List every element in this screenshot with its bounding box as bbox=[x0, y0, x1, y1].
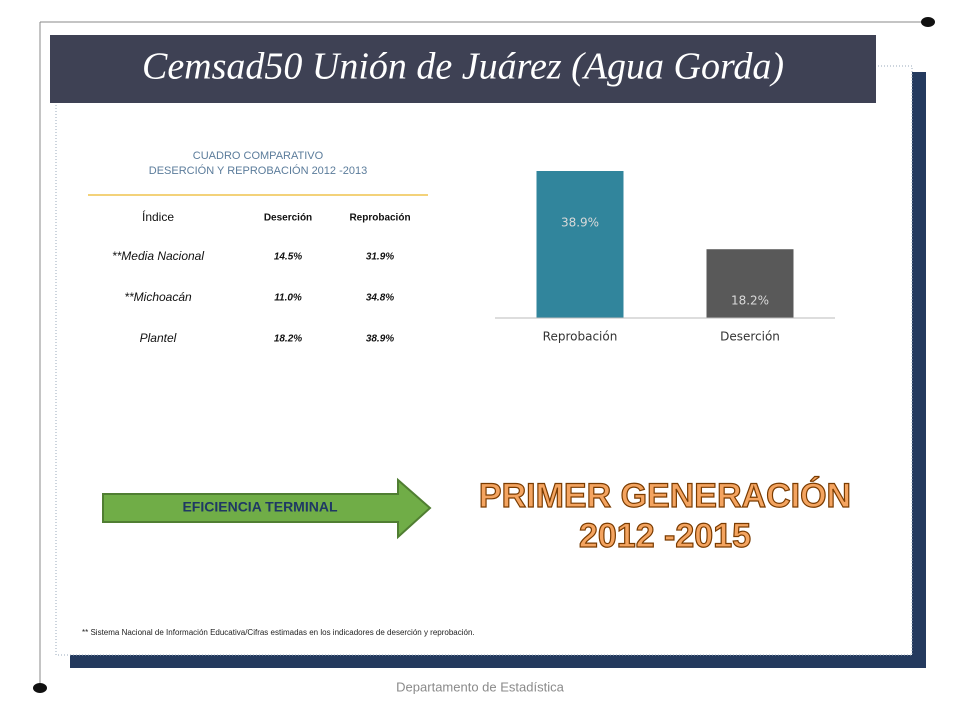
banner: PRIMER GENERACIÓN bbox=[479, 477, 851, 515]
value-label: 18.2% bbox=[731, 294, 769, 308]
table-header: Deserción bbox=[264, 213, 312, 224]
panel bbox=[55, 65, 913, 656]
frame-dot bbox=[33, 683, 47, 693]
table-header: Índice bbox=[142, 209, 174, 224]
table-cell: **Michoacán bbox=[124, 290, 192, 304]
title: Cemsad50 Unión de Juárez (Agua Gorda) bbox=[142, 46, 784, 88]
chart: 38.9% Reprobación 18.2% Deserción bbox=[495, 171, 835, 344]
arrow bbox=[102, 477, 432, 540]
table-cell: 34.8% bbox=[366, 293, 394, 304]
title-bar bbox=[50, 35, 876, 103]
frame-dot bbox=[921, 17, 935, 27]
footnote: ** Sistema Nacional de Información Educa… bbox=[82, 628, 475, 637]
table-title: CUADRO COMPARATIVO bbox=[193, 150, 324, 162]
footer: Departamento de Estadística bbox=[396, 679, 564, 694]
x-tick-label: Reprobación bbox=[543, 330, 618, 344]
table-cell: **Media Nacional bbox=[112, 249, 204, 263]
bar bbox=[706, 249, 794, 318]
table-header: Reprobación bbox=[349, 213, 410, 224]
table: Índice Deserción Reprobación **Media Nacion… bbox=[112, 209, 411, 345]
table-cell: 31.9% bbox=[366, 252, 394, 263]
table-cell: Plantel bbox=[140, 331, 177, 345]
x-tick-label: Deserción bbox=[720, 330, 780, 344]
table-cell: 11.0% bbox=[274, 293, 302, 304]
banner: 2012 -2015 bbox=[579, 517, 751, 555]
table-cell: 18.2% bbox=[274, 334, 302, 345]
table-cell: 38.9% bbox=[366, 334, 394, 345]
arrow-label: EFICIENCIA TERMINAL bbox=[182, 499, 337, 515]
table-title: DESERCIÓN Y REPROBACIÓN 2012 -2013 bbox=[149, 164, 367, 177]
bar bbox=[536, 171, 624, 318]
value-label: 38.9% bbox=[561, 216, 599, 230]
table-cell: 14.5% bbox=[274, 252, 302, 263]
